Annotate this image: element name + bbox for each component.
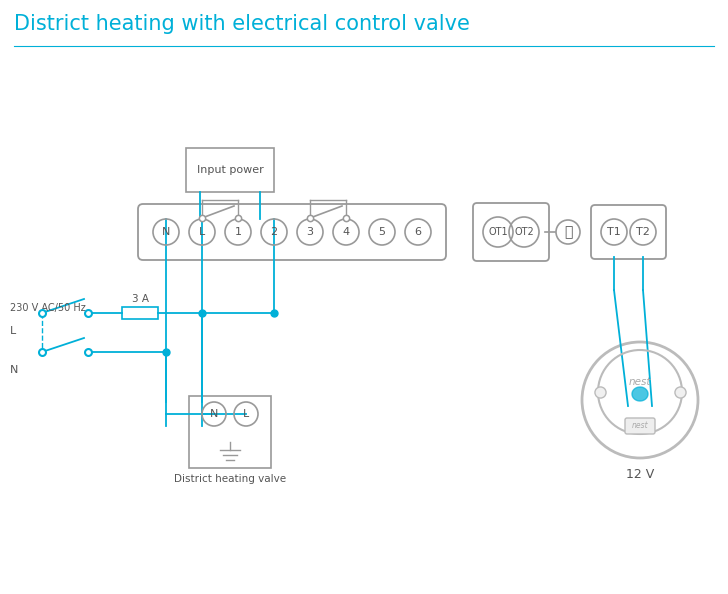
- Text: 4: 4: [342, 227, 349, 237]
- Text: Input power: Input power: [197, 165, 264, 175]
- Text: 3 A: 3 A: [132, 294, 149, 304]
- Text: nest: nest: [629, 377, 652, 387]
- Polygon shape: [632, 387, 648, 401]
- Text: 6: 6: [414, 227, 422, 237]
- FancyBboxPatch shape: [625, 418, 655, 434]
- Text: 5: 5: [379, 227, 386, 237]
- Text: District heating valve: District heating valve: [174, 474, 286, 484]
- Text: ⏚: ⏚: [563, 225, 572, 239]
- Text: OT2: OT2: [514, 227, 534, 237]
- Text: N: N: [210, 409, 218, 419]
- Text: OT1: OT1: [488, 227, 508, 237]
- Text: T2: T2: [636, 227, 650, 237]
- Text: L: L: [199, 227, 205, 237]
- Text: L: L: [10, 326, 16, 336]
- Text: 2: 2: [270, 227, 277, 237]
- Text: 12 V: 12 V: [626, 468, 654, 481]
- Text: T1: T1: [607, 227, 621, 237]
- Text: 1: 1: [234, 227, 242, 237]
- Text: District heating with electrical control valve: District heating with electrical control…: [14, 14, 470, 34]
- Text: L: L: [243, 409, 249, 419]
- Text: N: N: [162, 227, 170, 237]
- Text: 3: 3: [306, 227, 314, 237]
- Text: 230 V AC/50 Hz: 230 V AC/50 Hz: [10, 303, 86, 313]
- Text: nest: nest: [632, 422, 649, 431]
- Text: N: N: [10, 365, 18, 375]
